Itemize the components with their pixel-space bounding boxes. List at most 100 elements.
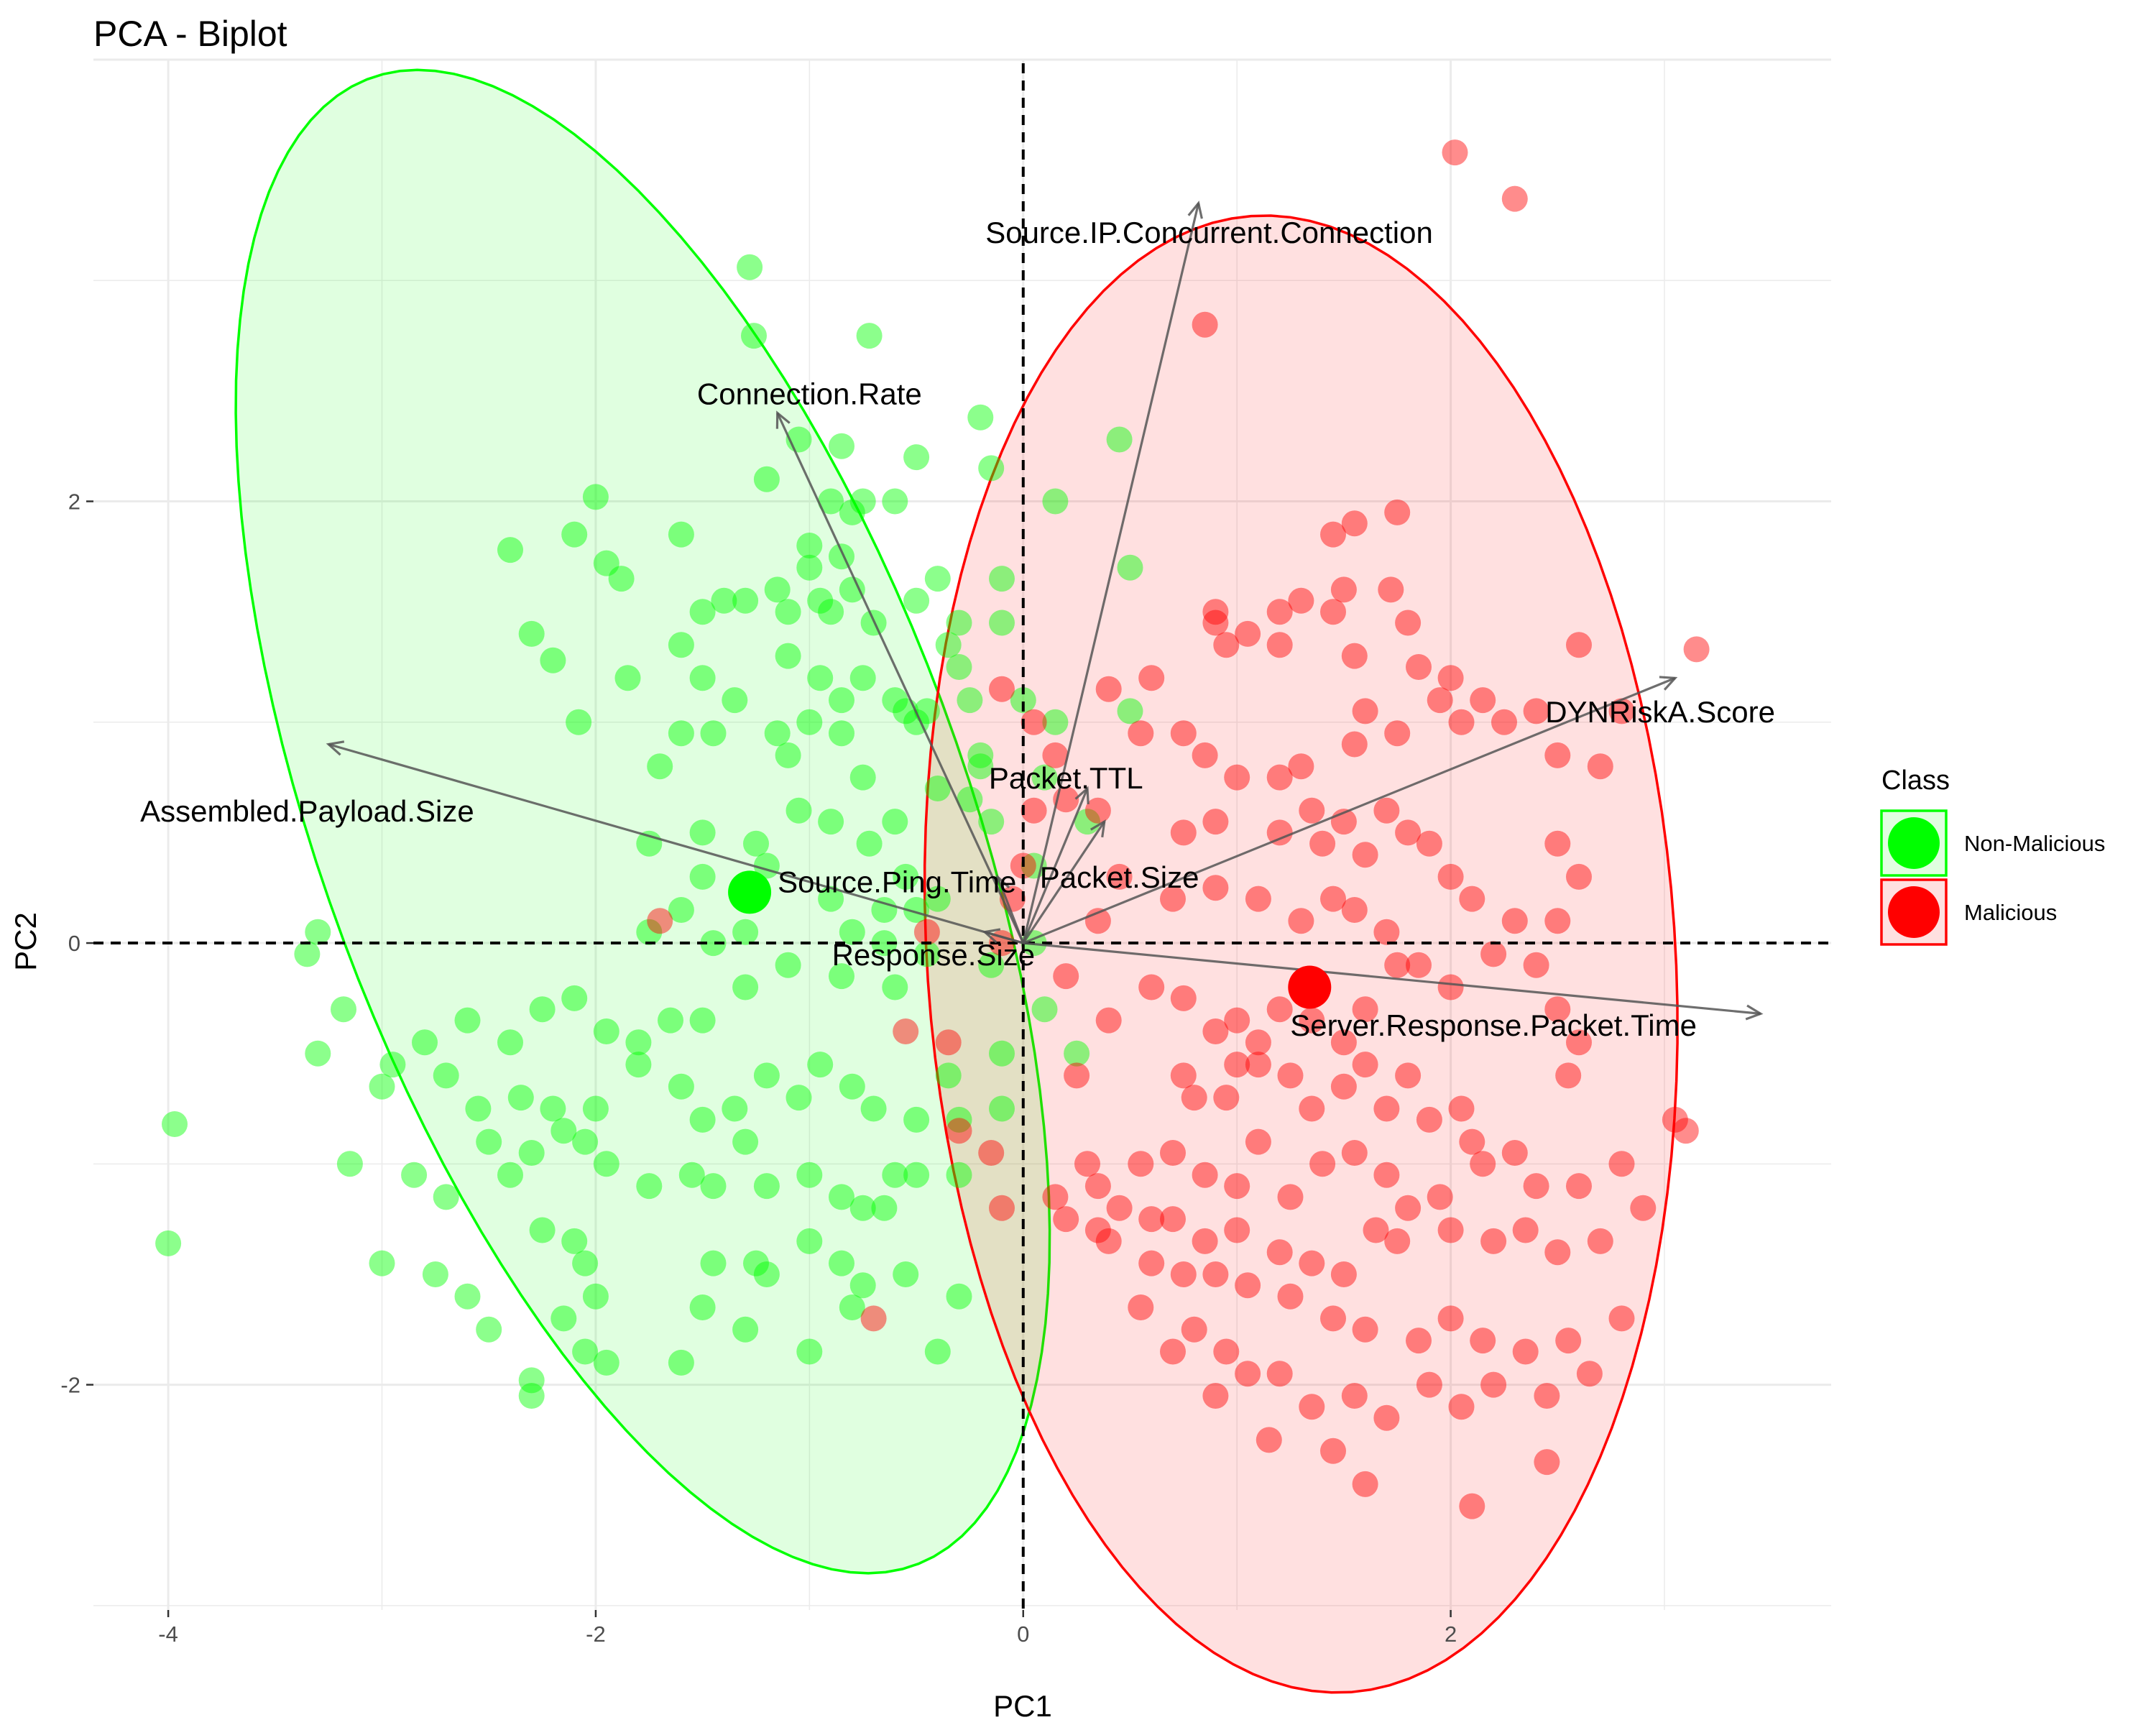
data-point-non-malicious xyxy=(594,1018,619,1044)
data-point-non-malicious xyxy=(850,765,876,791)
data-point-non-malicious xyxy=(331,996,356,1022)
data-point-malicious xyxy=(1245,1052,1271,1077)
data-point-non-malicious xyxy=(625,1029,651,1055)
data-point-malicious xyxy=(1566,1173,1592,1199)
data-point-non-malicious xyxy=(433,1184,459,1210)
data-point-non-malicious xyxy=(903,1107,929,1133)
data-point-malicious xyxy=(1395,1195,1421,1221)
data-point-non-malicious xyxy=(796,709,822,735)
data-point-non-malicious xyxy=(636,1173,662,1199)
data-point-non-malicious xyxy=(978,455,1004,481)
data-point-non-malicious xyxy=(561,1228,587,1254)
data-point-non-malicious xyxy=(775,643,801,669)
data-point-malicious xyxy=(1395,1062,1421,1088)
data-point-malicious xyxy=(861,1305,887,1331)
data-point-malicious xyxy=(1096,1008,1122,1034)
data-point-malicious xyxy=(1267,599,1293,625)
data-point-malicious xyxy=(1373,1096,1399,1122)
data-point-non-malicious xyxy=(829,720,854,746)
data-point-non-malicious xyxy=(741,323,767,349)
data-point-malicious xyxy=(1267,632,1293,658)
data-point-malicious xyxy=(1202,610,1228,636)
data-point-malicious xyxy=(1406,1328,1432,1353)
data-point-malicious xyxy=(1459,1494,1485,1519)
data-point-malicious xyxy=(989,676,1015,702)
data-point-malicious xyxy=(1673,1118,1699,1144)
data-point-non-malicious xyxy=(850,665,876,691)
data-point-non-malicious xyxy=(754,466,780,492)
data-point-malicious xyxy=(1438,864,1464,890)
data-point-non-malicious xyxy=(829,687,854,713)
data-point-malicious xyxy=(1502,908,1528,934)
data-point-non-malicious xyxy=(668,522,694,548)
data-point-non-malicious xyxy=(1032,996,1058,1022)
data-point-malicious xyxy=(1267,996,1293,1022)
data-point-non-malicious xyxy=(754,1062,780,1088)
data-point-non-malicious xyxy=(925,1339,951,1365)
data-point-non-malicious xyxy=(796,533,822,558)
centroid-non-malicious xyxy=(728,870,771,914)
data-point-non-malicious xyxy=(1107,427,1133,453)
data-point-malicious xyxy=(1534,1449,1560,1475)
data-point-non-malicious xyxy=(530,1218,556,1243)
data-point-malicious xyxy=(1309,831,1335,857)
data-point-malicious xyxy=(946,1118,972,1144)
data-point-malicious xyxy=(1502,1140,1528,1166)
data-point-malicious xyxy=(1513,1339,1539,1365)
data-point-malicious xyxy=(1256,1427,1282,1453)
data-point-non-malicious xyxy=(701,720,727,746)
data-point-non-malicious xyxy=(786,798,812,824)
data-point-non-malicious xyxy=(743,831,769,857)
data-point-malicious xyxy=(1213,1339,1239,1365)
data-point-malicious xyxy=(1480,941,1506,967)
legend-label: Non-Malicious xyxy=(1964,831,2105,856)
data-point-malicious xyxy=(1224,765,1250,791)
data-point-malicious xyxy=(1427,687,1453,713)
data-point-malicious xyxy=(1331,576,1357,602)
data-point-non-malicious xyxy=(796,1228,822,1254)
data-point-malicious xyxy=(1224,1173,1250,1199)
x-tick-label: -2 xyxy=(586,1622,606,1647)
data-point-malicious xyxy=(1192,1162,1218,1188)
x-axis-label: PC1 xyxy=(993,1689,1052,1723)
data-point-malicious xyxy=(1299,1394,1325,1420)
data-point-malicious xyxy=(1224,1218,1250,1243)
data-point-non-malicious xyxy=(978,809,1004,834)
data-point-malicious xyxy=(1074,1151,1100,1177)
data-point-malicious xyxy=(1384,500,1410,525)
data-point-malicious xyxy=(1373,1405,1399,1431)
data-point-malicious xyxy=(1235,1272,1261,1298)
data-point-non-malicious xyxy=(701,1251,727,1276)
data-point-malicious xyxy=(1470,687,1496,713)
data-point-non-malicious xyxy=(857,831,883,857)
data-point-malicious xyxy=(1384,1228,1410,1254)
data-point-non-malicious xyxy=(818,599,844,625)
data-point-malicious xyxy=(1202,875,1228,901)
data-point-non-malicious xyxy=(871,1195,897,1221)
data-point-malicious xyxy=(1320,1305,1346,1331)
data-point-non-malicious xyxy=(412,1029,438,1055)
data-point-malicious xyxy=(1128,1294,1153,1320)
data-point-non-malicious xyxy=(668,1074,694,1100)
data-point-malicious xyxy=(1427,1184,1453,1210)
data-point-non-malicious xyxy=(497,1162,523,1188)
data-point-malicious xyxy=(1524,952,1549,978)
data-point-malicious xyxy=(1442,139,1468,165)
data-point-non-malicious xyxy=(294,941,320,967)
data-point-non-malicious xyxy=(690,819,716,845)
data-point-malicious xyxy=(1353,698,1378,724)
data-point-malicious xyxy=(1353,1052,1378,1077)
data-point-non-malicious xyxy=(690,1294,716,1320)
data-point-malicious xyxy=(1438,975,1464,1000)
data-point-malicious xyxy=(1128,1151,1153,1177)
data-point-non-malicious xyxy=(903,444,929,470)
centroid-malicious xyxy=(1288,966,1331,1009)
data-point-malicious xyxy=(1502,186,1528,212)
data-point-malicious xyxy=(1406,654,1432,680)
data-point-non-malicious xyxy=(796,1162,822,1188)
data-point-malicious xyxy=(1288,908,1314,934)
data-point-non-malicious xyxy=(561,985,587,1011)
data-point-malicious xyxy=(1373,1162,1399,1188)
data-point-malicious xyxy=(1202,1018,1228,1044)
data-point-malicious xyxy=(1342,643,1368,669)
